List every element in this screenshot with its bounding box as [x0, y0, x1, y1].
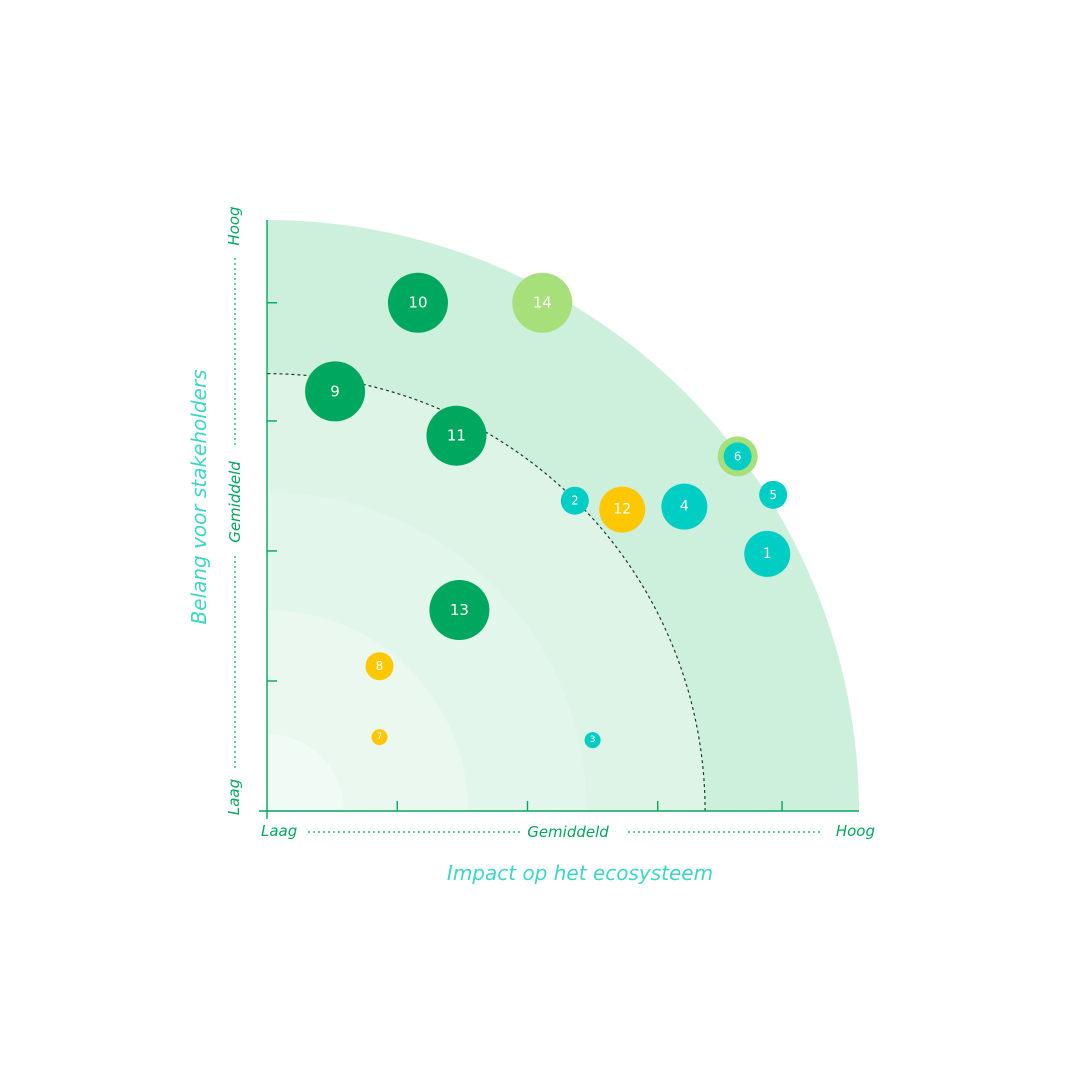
impact-zones: [267, 220, 859, 811]
bubble-9: [305, 361, 366, 422]
bubble-4: [661, 483, 708, 530]
bubble-label-7: 7: [377, 732, 383, 742]
bubble-label-10: 10: [408, 294, 427, 312]
bubble-label-5: 5: [769, 488, 777, 502]
x-axis-title: Impact op het ecosysteem: [447, 861, 713, 885]
impact-zone: [267, 734, 344, 811]
bubble-13: [429, 580, 490, 641]
y-axis-title: Belang voor stakeholders: [187, 370, 211, 625]
bubble-11: [426, 405, 487, 466]
x-axis-ticks: [396, 801, 783, 811]
bubble-3: [584, 732, 601, 749]
bubble-label-3: 3: [590, 735, 596, 745]
bubble-label-11: 11: [447, 427, 466, 445]
bubble-5: [759, 480, 788, 509]
bubble-label-1: 1: [763, 546, 772, 562]
bubble-label-6: 6: [734, 449, 742, 463]
bubble-6: [723, 442, 752, 471]
x-axis-high-label: Hoog: [836, 822, 875, 840]
x-axis-mid-label: Gemiddeld: [527, 823, 609, 841]
bubble-8: [365, 652, 394, 681]
bubble-label-9: 9: [330, 382, 340, 400]
bubble-14: [512, 272, 573, 333]
bubble-label-8: 8: [376, 659, 384, 673]
y-axis-mid-label: Gemiddeld: [226, 461, 244, 543]
bubble-2: [560, 486, 589, 515]
bubble-label-2: 2: [571, 494, 579, 508]
y-axis-low-label: Laag: [225, 779, 243, 815]
bubble-label-12: 12: [613, 502, 631, 518]
bubble-12: [599, 486, 646, 533]
bubble-1: [744, 530, 791, 577]
axes: Laag Gemiddeld Hoog Laag Gemiddeld Hoog …: [187, 206, 875, 885]
bubble-label-14: 14: [533, 294, 552, 312]
x-axis-low-label: Laag: [261, 822, 297, 840]
bubble-label-4: 4: [680, 499, 689, 515]
y-axis-ticks: [267, 302, 277, 682]
bubble-label-13: 13: [450, 601, 469, 619]
y-axis-high-label: Hoog: [225, 206, 243, 245]
bubble-7: [371, 729, 388, 746]
bubble-10: [387, 272, 448, 333]
